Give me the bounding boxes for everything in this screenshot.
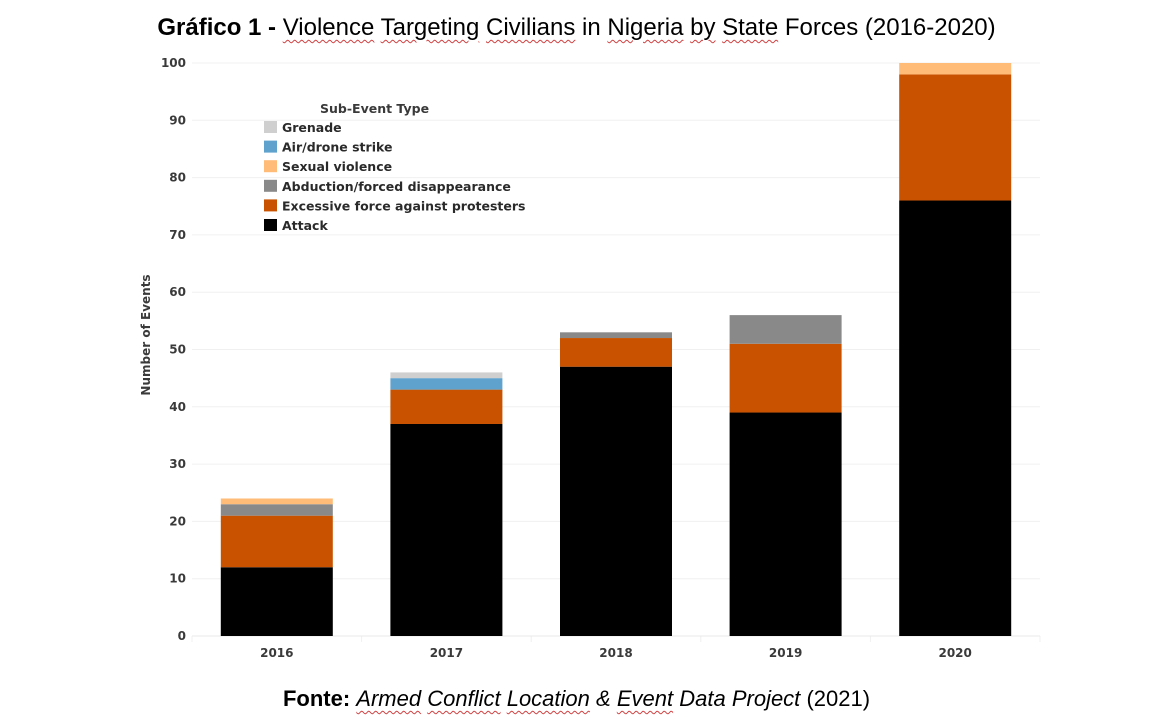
y-tick-label: 60 <box>169 285 186 299</box>
title-word: in <box>582 14 601 41</box>
bar-stack-2019 <box>729 315 842 636</box>
figure-label: Gráfico 1 - <box>157 14 277 41</box>
source-word: Location <box>506 686 590 711</box>
y-tick-label: 20 <box>169 514 186 528</box>
bar-stack-2018 <box>560 332 672 636</box>
title-word: State <box>722 14 779 41</box>
legend-swatch-grenade <box>264 121 277 133</box>
bar-segment-grenade-2017 <box>390 372 503 379</box>
y-tick-label: 100 <box>161 56 186 70</box>
legend-label: Attack <box>282 218 328 233</box>
bar-segment-sexual-violence-2020 <box>899 63 1012 75</box>
source-word: Event <box>616 686 674 711</box>
bar-segment-attack-2016 <box>220 567 333 636</box>
title-word: by <box>690 14 716 41</box>
bar-segment-excessive-force-against-protesters-2019 <box>729 343 842 413</box>
title-word: Nigeria <box>607 14 684 41</box>
bar-segment-excessive-force-against-protesters-2017 <box>390 389 503 424</box>
legend-swatch-attack <box>264 219 277 231</box>
bar-stack-2020 <box>899 63 1012 636</box>
bar-segment-abduction-forced-disappearance-2018 <box>560 332 672 339</box>
x-tick-label: 2017 <box>430 646 463 660</box>
legend-swatch-sexual-violence <box>264 160 277 173</box>
title-word: Civilians <box>486 14 576 41</box>
x-axis-ticks: 2016 2017 2018 2019 2020 <box>260 646 972 660</box>
x-tick-label: 2020 <box>938 646 971 660</box>
legend: Sub-Event Type Grenade Air/drone strike Se… <box>264 101 525 233</box>
chart-title: Gráfico 1 - Violence Targeting Civilians… <box>0 14 1153 42</box>
bar-segment-sexual-violence-2016 <box>220 498 333 505</box>
bar-segment-abduction-forced-disappearance-2016 <box>220 504 333 516</box>
title-word: Targeting <box>380 14 480 41</box>
legend-swatch-excessive-force-against-protesters <box>264 199 277 212</box>
source-year: (2021) <box>806 686 871 711</box>
y-axis-label: Number of Events <box>139 274 153 395</box>
source-word: & <box>596 686 611 711</box>
x-tick-label: 2016 <box>260 646 293 660</box>
bars <box>220 63 1012 636</box>
bar-segment-attack-2019 <box>729 412 842 636</box>
x-tick-label: 2019 <box>769 646 802 660</box>
y-tick-label: 80 <box>169 171 186 185</box>
y-tick-label: 50 <box>169 343 186 357</box>
legend-label: Abduction/forced disappearance <box>282 179 511 194</box>
bar-segment-attack-2018 <box>560 366 672 636</box>
bar-segment-attack-2017 <box>390 423 503 636</box>
y-tick-label: 0 <box>178 629 186 643</box>
source-word: Project <box>731 686 801 711</box>
bar-segment-excessive-force-against-protesters-2020 <box>899 74 1012 201</box>
source-name: Armed Conflict Location & Event Data Pro… <box>356 686 800 711</box>
bar-segment-excessive-force-against-protesters-2018 <box>560 338 672 367</box>
bar-segment-air-drone-strike-2017 <box>390 378 503 390</box>
legend-label: Grenade <box>282 120 342 135</box>
bar-stack-2017 <box>390 372 503 636</box>
legend-label: Excessive force against protesters <box>282 198 525 213</box>
title-word: (2016-2020) <box>864 14 996 41</box>
y-axis-ticks: 0 10 20 30 40 50 60 70 80 90 100 <box>161 56 186 643</box>
title-text: Violence Targeting Civilians in Nigeria … <box>283 14 996 41</box>
title-word: Violence <box>282 14 375 41</box>
source-word: Data <box>679 686 726 711</box>
title-word: Forces <box>784 14 859 41</box>
source-word: Conflict <box>427 686 501 711</box>
y-tick-label: 70 <box>169 228 186 242</box>
bar-segment-attack-2020 <box>899 200 1012 636</box>
legend-label: Air/drone strike <box>282 140 392 155</box>
source-label: Fonte: <box>282 686 351 711</box>
y-tick-label: 30 <box>169 457 186 471</box>
legend-swatch-air-drone-strike <box>264 140 277 153</box>
source-caption: Fonte: Armed Conflict Location & Event D… <box>0 686 1153 712</box>
y-tick-label: 90 <box>169 113 186 127</box>
bar-segment-excessive-force-against-protesters-2016 <box>220 515 333 568</box>
x-tick-label: 2018 <box>599 646 632 660</box>
y-tick-label: 40 <box>169 400 186 414</box>
y-tick-label: 10 <box>169 572 186 586</box>
legend-title: Sub-Event Type <box>320 101 429 116</box>
bar-stack-2016 <box>220 498 333 636</box>
legend-label: Sexual violence <box>282 159 392 174</box>
legend-swatch-abduction-forced-disappearance <box>264 179 277 192</box>
source-word: Armed <box>356 686 422 711</box>
bar-segment-abduction-forced-disappearance-2019 <box>729 315 842 344</box>
